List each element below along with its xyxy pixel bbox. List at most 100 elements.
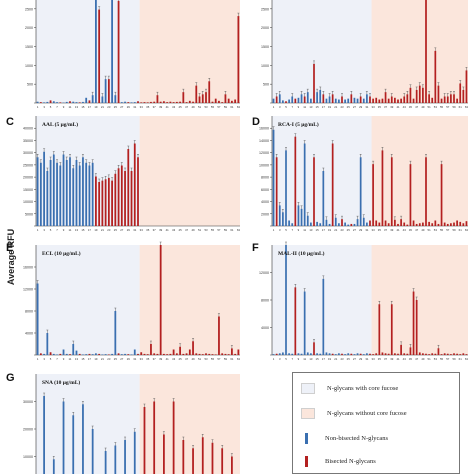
bar — [300, 94, 303, 103]
legend-item: N-glycans without core fucose — [301, 408, 407, 419]
bar — [341, 219, 343, 226]
x-tick-label: 11 — [69, 228, 72, 232]
bar — [39, 102, 42, 103]
bar — [418, 352, 421, 355]
x-tick-label: 5 — [285, 105, 287, 109]
bar — [56, 354, 58, 355]
x-tick-label: 55 — [440, 228, 444, 232]
bar — [143, 353, 146, 355]
bar — [450, 94, 452, 103]
x-tick-label: 49 — [421, 357, 425, 361]
bar — [347, 98, 350, 103]
bar — [400, 98, 402, 103]
bar — [446, 223, 449, 226]
bar — [366, 94, 368, 103]
bar — [313, 342, 315, 355]
bar — [406, 224, 409, 226]
x-tick-label: 53 — [204, 228, 208, 232]
y-tick-label: 20000 — [23, 176, 33, 180]
x-tick-label: 59 — [452, 228, 456, 232]
bar — [350, 223, 353, 226]
bar — [72, 415, 75, 474]
bar — [353, 223, 356, 226]
bar — [400, 219, 402, 226]
bar — [291, 223, 294, 226]
x-tick-label: 35 — [378, 105, 382, 109]
bar — [104, 179, 107, 226]
bar — [59, 353, 62, 355]
bar — [117, 168, 120, 226]
bar — [313, 63, 315, 103]
x-tick-label: 53 — [204, 357, 208, 361]
bar — [114, 445, 117, 474]
bar — [310, 98, 312, 103]
bar — [397, 223, 399, 226]
x-tick-label: 3 — [279, 105, 281, 109]
x-tick-label: 61 — [459, 105, 463, 109]
x-tick-label: 53 — [204, 105, 208, 109]
bar — [369, 353, 371, 355]
bar — [282, 212, 284, 226]
no-core-fucose-region — [139, 245, 240, 355]
bar — [198, 353, 201, 355]
bar — [43, 353, 45, 355]
x-tick-label: 59 — [224, 105, 228, 109]
bar — [443, 222, 446, 226]
bar — [211, 101, 214, 103]
bar — [62, 349, 65, 355]
x-tick-label: 23 — [107, 357, 111, 361]
bar — [384, 92, 387, 103]
y-tick-label: 8000 — [25, 310, 33, 314]
bar — [356, 353, 359, 355]
x-tick-label: 17 — [322, 357, 326, 361]
x-tick-label: 21 — [334, 105, 338, 109]
bar — [95, 353, 97, 355]
bar — [111, 0, 113, 103]
x-tick-label: 35 — [378, 228, 382, 232]
bar — [418, 223, 421, 226]
bar — [297, 353, 300, 355]
bar — [111, 180, 113, 226]
x-tick-label: 57 — [217, 357, 221, 361]
bar — [397, 353, 399, 355]
bar — [107, 79, 110, 103]
bar — [328, 353, 331, 355]
bar — [294, 287, 297, 355]
bar — [409, 347, 412, 355]
bar — [319, 89, 322, 103]
x-tick-label: 29 — [127, 105, 131, 109]
x-tick-label: 9 — [298, 228, 300, 232]
bar — [415, 300, 418, 355]
bar — [88, 100, 91, 103]
bar — [275, 96, 278, 103]
x-tick-label: 15 — [316, 105, 320, 109]
bar — [282, 352, 284, 355]
x-tick-label: 51 — [428, 105, 432, 109]
x-tick-label: 31 — [133, 357, 137, 361]
bar — [303, 143, 306, 226]
bar — [78, 353, 81, 355]
bar — [192, 101, 194, 103]
x-tick-label: 61 — [230, 228, 234, 232]
x-tick-label: 43 — [172, 105, 176, 109]
bar — [425, 0, 427, 103]
x-tick-label: 47 — [415, 357, 419, 361]
bar — [338, 99, 340, 103]
bar — [362, 217, 365, 226]
panel-title: AAL (5 μg/mL) — [42, 121, 78, 128]
bar — [188, 100, 191, 103]
bar — [390, 304, 393, 355]
x-tick-label: 23 — [340, 105, 344, 109]
bar — [415, 89, 418, 103]
x-tick-label: 55 — [211, 357, 215, 361]
bar — [316, 353, 318, 355]
x-tick-label: 63 — [465, 105, 469, 109]
bar — [182, 353, 185, 355]
bar — [52, 459, 55, 474]
bar — [114, 311, 117, 355]
bar — [221, 102, 224, 103]
bar — [331, 143, 334, 226]
bar — [231, 348, 233, 355]
bar — [297, 97, 300, 103]
